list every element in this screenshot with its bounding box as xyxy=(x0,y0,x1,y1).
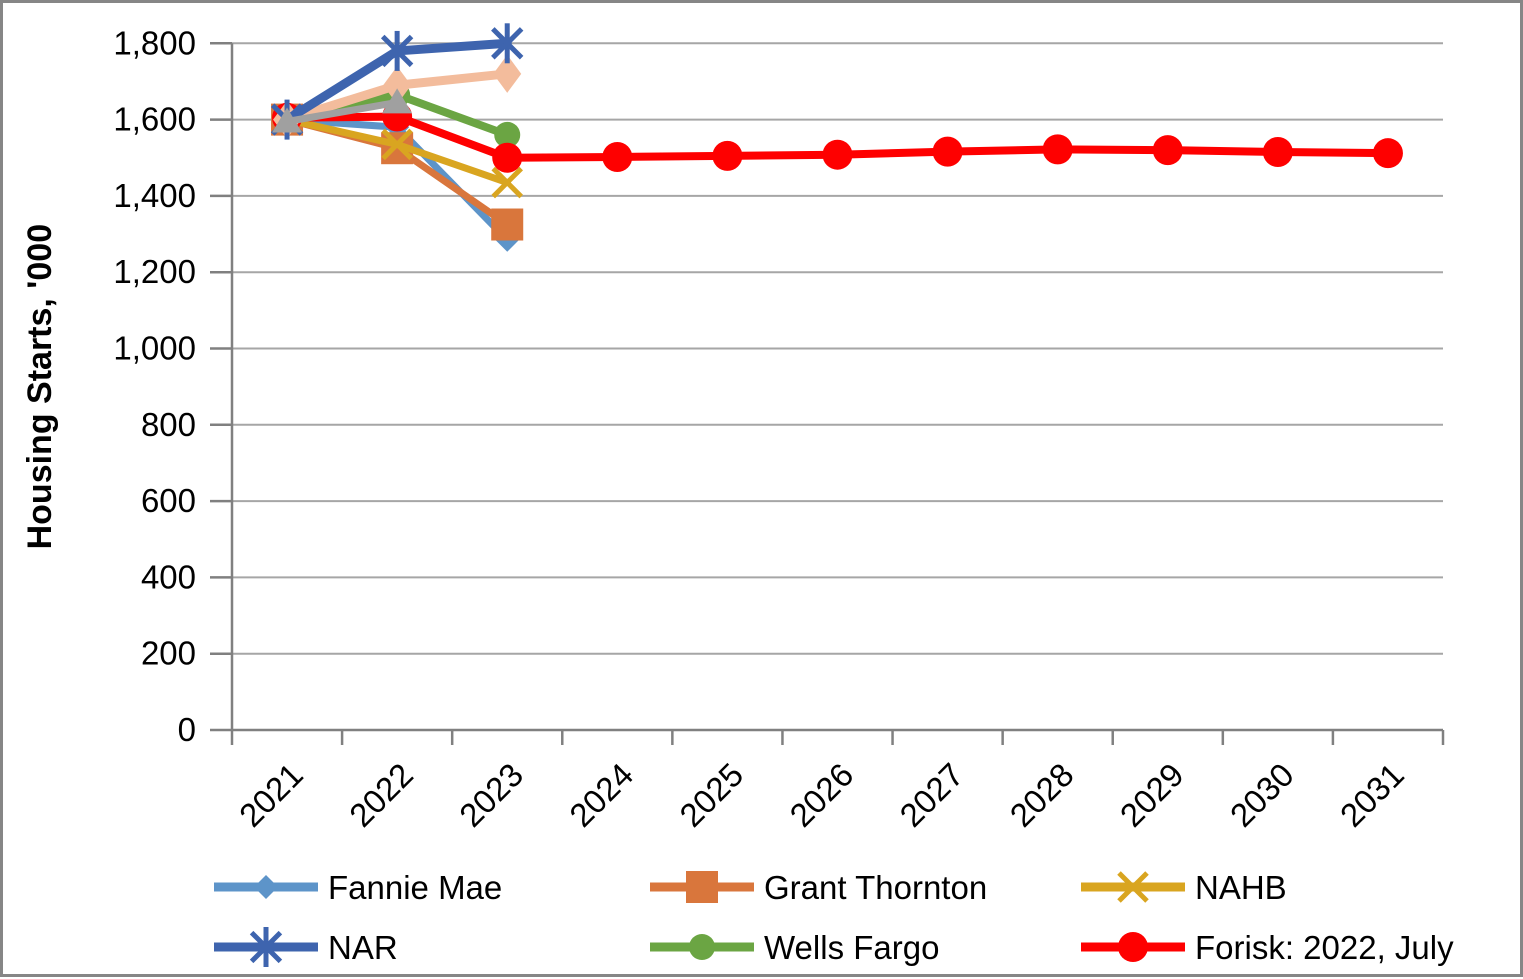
legend-marker-grant_thornton xyxy=(686,871,718,903)
legend-marker-nar-d2 xyxy=(249,930,283,964)
circle-marker-forisk_2022_july-2024 xyxy=(602,141,633,172)
y-axis: 0 200 400 600 800 1,000 1,200 1,400 1,600 1,800 xyxy=(113,24,232,748)
x-tick-label-2028: 2028 xyxy=(1003,756,1081,834)
legend-marker-fannie_mae xyxy=(254,875,278,899)
y-tick-label-1000: 1,000 xyxy=(113,330,196,367)
x-tick-label-2021: 2021 xyxy=(232,756,310,834)
legend-marker-nahb-stroke2 xyxy=(1117,871,1149,903)
x-tick-label-2030: 2030 xyxy=(1223,756,1301,834)
x-marker-nahb-2022-stroke2 xyxy=(381,128,413,161)
y-tick-label-200: 200 xyxy=(141,635,196,672)
legend-item-fannie_mae: Fannie Mae xyxy=(214,869,502,906)
asterisk-marker-nar-2023 xyxy=(491,23,524,64)
legend-marker-nahb xyxy=(1117,871,1149,903)
triangle-marker-unlabeled_gray_triangle-2021 xyxy=(272,107,303,133)
legend-label-fannie_mae: Fannie Mae xyxy=(328,869,502,906)
x-tick-label-2022: 2022 xyxy=(342,756,420,834)
tall-diamond-marker-unlabeled_salmon_diamond-2023 xyxy=(493,54,522,93)
y-tick-label-800: 800 xyxy=(141,406,196,443)
circle-marker-forisk_2022_july-2031 xyxy=(1372,138,1403,169)
x-tick-label-2024: 2024 xyxy=(562,756,640,834)
series-unlabeled_gray_triangle xyxy=(272,88,413,133)
legend-marker-wells_fargo xyxy=(689,934,715,960)
circle-marker-wells_fargo-2023 xyxy=(494,121,521,148)
legend-item-wells_fargo: Wells Fargo xyxy=(650,929,939,966)
y-tick-label-400: 400 xyxy=(141,558,196,595)
legend-label-wells_fargo: Wells Fargo xyxy=(764,929,939,966)
y-tick-label-1400: 1,400 xyxy=(113,177,196,214)
circle-marker-forisk_2022_july-2023 xyxy=(492,142,523,173)
y-tick-label-1800: 1,800 xyxy=(113,24,196,61)
legend-item-forisk_2022_july: Forisk: 2022, July xyxy=(1081,929,1454,966)
legend-marker-nar xyxy=(249,927,283,967)
circle-marker-forisk_2022_july-2026 xyxy=(822,139,853,170)
legend-marker-forisk_2022_july xyxy=(1118,932,1148,962)
circle-marker-forisk_2022_july-2027 xyxy=(932,136,963,167)
square-marker-grant_thornton-2023 xyxy=(491,208,524,241)
asterisk-marker-nar-2022-d2 xyxy=(380,34,414,68)
tall-diamond-marker-unlabeled_salmon_diamond-2022 xyxy=(383,66,412,105)
legend: Fannie Mae Grant Thornton NAHB NAR Wells Far… xyxy=(214,869,1454,967)
legend-label-nar: NAR xyxy=(328,929,398,966)
x-tick-label-2025: 2025 xyxy=(672,756,750,834)
gridlines xyxy=(232,42,1443,655)
legend-label-grant_thornton: Grant Thornton xyxy=(764,869,987,906)
y-axis-title: Housing Starts, '000 xyxy=(21,224,59,550)
x-tick-label-2031: 2031 xyxy=(1333,756,1411,834)
series-line-unlabeled_gray_triangle xyxy=(283,98,401,126)
x-tick-label-2023: 2023 xyxy=(452,756,530,834)
housing-starts-forecast-chart: 0 200 400 600 800 1,000 1,200 1,400 1,600 1,800 20… xyxy=(21,23,1454,967)
x-marker-nahb-2023 xyxy=(491,166,523,199)
asterisk-marker-nar-2023-d2 xyxy=(491,27,524,60)
x-axis: 2021 2022 2023 2024 2025 2026 2027 2028 2029 2030… xyxy=(230,730,1445,834)
triangle-marker-unlabeled_gray_triangle-2022 xyxy=(382,88,413,114)
asterisk-marker-nar-2022 xyxy=(380,30,414,71)
x-marker-nahb-2022 xyxy=(381,128,413,161)
y-tick-label-1600: 1,600 xyxy=(113,101,196,138)
axes xyxy=(230,43,1443,732)
legend-label-nahb: NAHB xyxy=(1195,869,1287,906)
legend-item-grant_thornton: Grant Thornton xyxy=(650,869,987,906)
circle-marker-forisk_2022_july-2028 xyxy=(1042,134,1073,165)
legend-label-forisk_2022_july: Forisk: 2022, July xyxy=(1195,929,1454,966)
x-tick-label-2029: 2029 xyxy=(1113,756,1191,834)
x-tick-label-2027: 2027 xyxy=(892,756,970,834)
legend-item-nar: NAR xyxy=(214,927,398,967)
circle-marker-forisk_2022_july-2025 xyxy=(712,140,743,171)
y-tick-label-600: 600 xyxy=(141,482,196,519)
circle-marker-forisk_2022_july-2029 xyxy=(1152,135,1183,166)
circle-marker-forisk_2022_july-2030 xyxy=(1262,137,1293,168)
y-tick-label-0: 0 xyxy=(178,711,196,748)
x-tick-label-2026: 2026 xyxy=(782,756,860,834)
x-marker-nahb-2023-stroke2 xyxy=(491,166,523,199)
legend-item-nahb: NAHB xyxy=(1081,869,1287,906)
y-tick-label-1200: 1,200 xyxy=(113,253,196,290)
